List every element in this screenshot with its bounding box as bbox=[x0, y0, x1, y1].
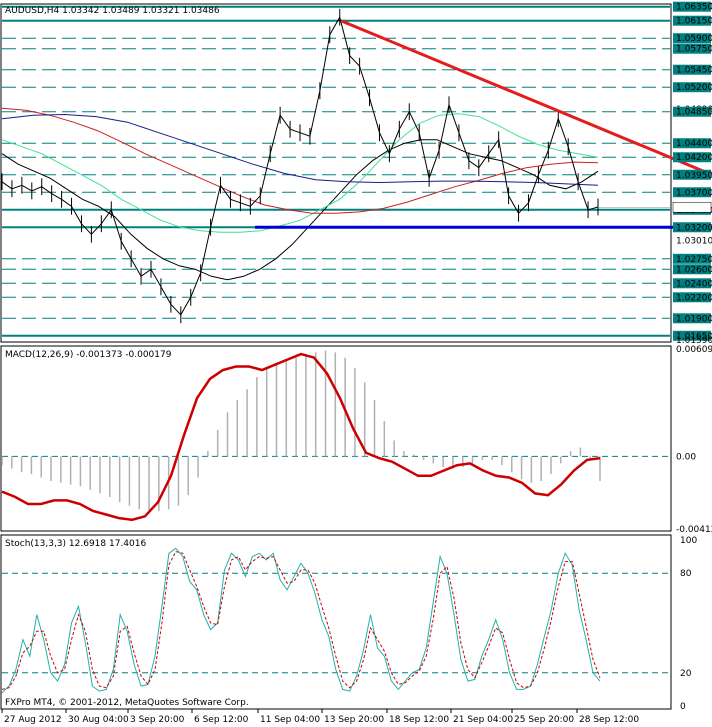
price-tag-bg bbox=[673, 138, 711, 149]
macd-tick-label: -0.00412 bbox=[676, 525, 712, 535]
ma-green-line bbox=[1, 113, 599, 233]
price-tick-label: 1.02600 bbox=[676, 265, 712, 275]
price-series bbox=[1, 8, 599, 324]
price-tag-bg bbox=[673, 264, 711, 275]
ma-navy-line bbox=[1, 113, 599, 186]
macd-tick-label: 0.00609 bbox=[676, 345, 712, 355]
price-line bbox=[1, 15, 599, 316]
time-axis: 27 Aug 2012 30 Aug 04:00 3 Sep 20:00 6 Sep … bbox=[1, 709, 639, 725]
ma-black-line bbox=[1, 139, 599, 281]
price-tick-label: 1.03010 bbox=[676, 237, 712, 247]
stoch-lines bbox=[1, 547, 601, 694]
price-tick-label: 1.02200 bbox=[676, 293, 712, 303]
price-tag-bg bbox=[673, 313, 711, 324]
stoch-tick-label: 80 bbox=[680, 569, 692, 579]
price-tick-label: 1.03950 bbox=[676, 171, 712, 181]
price-tag-bg bbox=[673, 15, 711, 26]
trendlines bbox=[255, 19, 712, 229]
time-tick-label: 11 Sep 04:00 bbox=[260, 715, 320, 725]
price-tick-label: 1.02750 bbox=[676, 255, 712, 265]
price-tick-label: 1.05450 bbox=[676, 66, 712, 76]
price-tag-bg bbox=[673, 253, 711, 264]
stoch-tick-label: 20 bbox=[680, 669, 692, 679]
price-tag-bg bbox=[673, 1, 711, 12]
stoch-tick-label: 0 bbox=[680, 702, 686, 712]
stoch-panel-frame bbox=[0, 534, 672, 710]
macd-histogram bbox=[1, 350, 670, 512]
price-tick-label: 1.01900 bbox=[676, 314, 712, 324]
price-tag-bg bbox=[673, 187, 711, 198]
price-levels bbox=[2, 5, 670, 337]
time-tick-label: 13 Sep 20:00 bbox=[324, 715, 384, 725]
price-axis: 1.063601.063501.061501.059001.057501.054… bbox=[598, 1, 712, 346]
price-tick-label: 1.05900 bbox=[676, 34, 712, 44]
price-tick-label: 1.04400 bbox=[676, 139, 712, 149]
price-tick-label: 1.03700 bbox=[676, 188, 712, 198]
price-tick-label: 1.06150 bbox=[676, 17, 712, 27]
moving-averages bbox=[1, 107, 599, 281]
stoch-levels bbox=[2, 572, 670, 674]
price-tag-bg bbox=[673, 278, 711, 289]
time-tick-label: 27 Aug 2012 bbox=[4, 715, 62, 725]
time-tick-label: 28 Sep 12:00 bbox=[579, 715, 639, 725]
macd-tick-label: 0.00 bbox=[676, 452, 696, 462]
price-tag-bg bbox=[673, 64, 711, 75]
price-tick-label: 1.03200 bbox=[676, 223, 712, 233]
stoch-tick-label: 100 bbox=[680, 536, 697, 546]
time-tick-label: 21 Sep 04:00 bbox=[453, 715, 513, 725]
price-tag-bg bbox=[673, 152, 711, 163]
stoch-title: Stoch(13,3,3) 12.6918 17.4016 bbox=[5, 539, 146, 549]
price-tick-label: 1.05200 bbox=[676, 83, 712, 93]
price-tick-label: 1.02400 bbox=[676, 279, 712, 289]
stoch-main-line bbox=[1, 547, 601, 694]
stoch-axis: 100 80 20 0 bbox=[680, 536, 697, 712]
price-tag-bg bbox=[673, 106, 711, 117]
time-tick-label: 6 Sep 12:00 bbox=[194, 715, 249, 725]
time-tick-label: 3 Sep 20:00 bbox=[130, 715, 185, 725]
time-tick-label: 25 Sep 20:00 bbox=[514, 715, 574, 725]
time-tick-label: 30 Aug 04:00 bbox=[68, 715, 129, 725]
stoch-signal-line bbox=[1, 551, 601, 690]
ma-red-line bbox=[1, 107, 599, 214]
macd-signal bbox=[1, 352, 601, 522]
price-tag-bg bbox=[673, 33, 711, 44]
macd-axis: 0.00609 0.00 -0.00412 bbox=[676, 345, 712, 535]
main-chart-title: AUDUSD,H4 1.03342 1.03489 1.03321 1.0348… bbox=[5, 6, 220, 16]
macd-signal-line bbox=[1, 352, 601, 522]
price-tick-label: 1.06350 bbox=[676, 3, 712, 13]
copyright-text: FXPro MT4, © 2001-2012, MetaQuotes Softw… bbox=[5, 698, 249, 708]
price-tag-bg bbox=[673, 222, 711, 233]
price-tag-bg bbox=[673, 330, 711, 341]
price-tick-label: 1.01590 bbox=[676, 336, 712, 346]
price-tag-bg bbox=[673, 169, 711, 180]
price-tick-label: 1.01650 bbox=[676, 332, 712, 342]
macd-title: MACD(12,26,9) -0.001373 -0.000179 bbox=[5, 350, 172, 360]
price-tick-label: 1.04850 bbox=[676, 108, 712, 118]
price-tick-label: 1.04200 bbox=[676, 153, 712, 163]
price-tag-bg bbox=[673, 43, 711, 54]
current-price-tag bbox=[672, 201, 712, 213]
price-tag-bg bbox=[673, 292, 711, 303]
price-tick-label: 1.05750 bbox=[676, 45, 712, 55]
resistance-trendline bbox=[340, 19, 712, 177]
time-tick-label: 18 Sep 12:00 bbox=[389, 715, 449, 725]
macd-panel-frame bbox=[0, 345, 672, 532]
main-panel-frame bbox=[0, 3, 672, 343]
price-tag-bg bbox=[673, 82, 711, 93]
